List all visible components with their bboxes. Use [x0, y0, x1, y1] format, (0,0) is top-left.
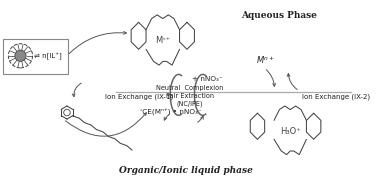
FancyArrowPatch shape [72, 83, 81, 97]
FancyArrowPatch shape [198, 116, 203, 122]
FancyArrowPatch shape [69, 31, 126, 54]
Text: ⇌ n[IL⁺]: ⇌ n[IL⁺] [34, 52, 62, 60]
Text: H₃O⁺: H₃O⁺ [280, 127, 301, 136]
Text: + nNO₃⁻: + nNO₃⁻ [192, 76, 222, 82]
Text: Organic/Ionic liquid phase: Organic/Ionic liquid phase [119, 166, 253, 175]
Text: Ion Exchange (IX-1): Ion Exchange (IX-1) [105, 94, 174, 100]
FancyArrowPatch shape [266, 70, 276, 86]
Text: Mⁿ⁺: Mⁿ⁺ [155, 36, 170, 45]
Circle shape [15, 50, 26, 61]
FancyArrowPatch shape [287, 74, 297, 90]
Text: Neutral  Complexion
Pair Extraction
(NC/IPE): Neutral Complexion Pair Extraction (NC/I… [156, 85, 223, 107]
Text: $M^{n+}$: $M^{n+}$ [256, 55, 275, 66]
FancyArrowPatch shape [164, 114, 170, 120]
Text: Aqueous Phase: Aqueous Phase [241, 11, 317, 20]
Text: ʻCE(Mⁿ⁺) • nNO₃⁻: ʻCE(Mⁿ⁺) • nNO₃⁻ [139, 109, 201, 116]
Text: Ion Exchange (IX-2): Ion Exchange (IX-2) [302, 94, 370, 100]
FancyBboxPatch shape [3, 39, 68, 74]
FancyArrowPatch shape [65, 113, 146, 136]
